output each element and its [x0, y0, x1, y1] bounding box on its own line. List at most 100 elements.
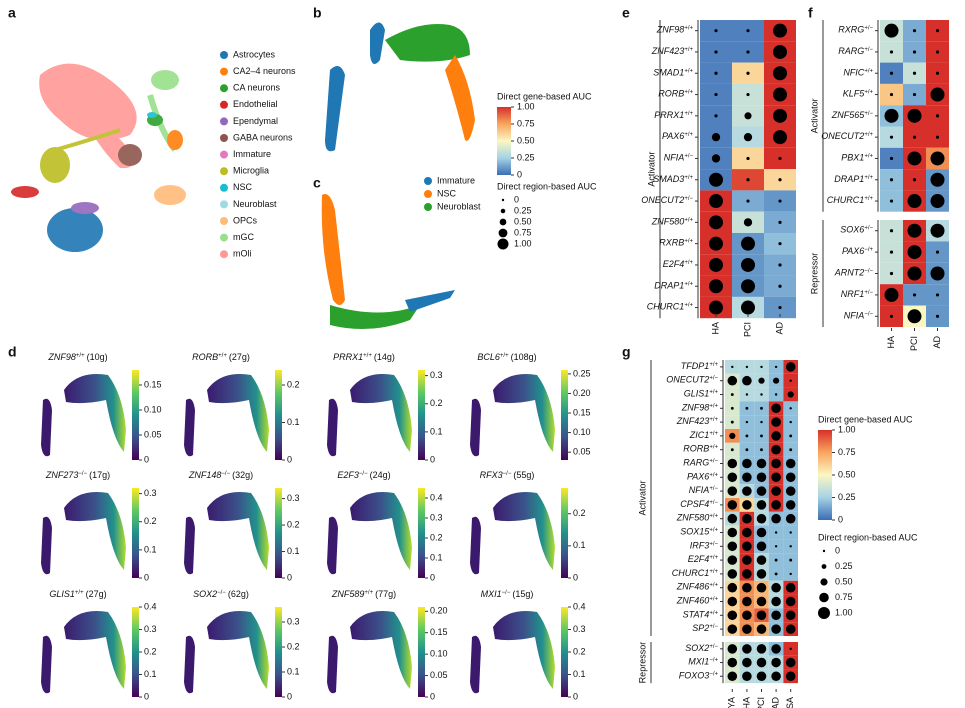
colorbar-tick-label: 0.3	[287, 493, 300, 503]
genotype: +/−	[684, 196, 693, 202]
panel-label: f	[808, 5, 813, 21]
umap-shape	[41, 635, 52, 694]
colorbar	[132, 607, 139, 697]
legend-label: NSC	[233, 182, 253, 192]
region-dot	[771, 610, 781, 621]
gene-name: CPSF4	[680, 499, 709, 509]
row-label: ZNF98+/+	[681, 403, 719, 413]
panel-label: c	[313, 175, 321, 191]
umap-shape	[350, 492, 412, 570]
colorbar-tick-label: 0	[144, 691, 149, 701]
legend-swatch	[220, 200, 228, 209]
genotype: +/−	[709, 375, 718, 381]
size-legend-label: 0.75	[835, 592, 853, 602]
legend-label: CA neurons	[233, 83, 281, 93]
row-label: IRF3+/−	[690, 541, 719, 551]
genotype: +/+	[684, 89, 693, 95]
colorbar	[132, 370, 139, 460]
row-label: DRAP1+/+	[834, 174, 873, 184]
region-dot	[742, 513, 752, 524]
genotype: −/−	[217, 590, 226, 596]
size-legend-dot	[819, 592, 829, 603]
region-dot	[714, 50, 718, 54]
region-dot	[785, 610, 796, 621]
size-legend-label: 0.25	[514, 205, 532, 215]
row-label: FOXO3−/+	[679, 671, 719, 681]
umap-shape	[207, 492, 269, 570]
genotype: +/−	[864, 225, 873, 231]
gene-name: RFX3	[480, 470, 503, 480]
region-dot	[727, 541, 738, 552]
plot-title: ZNF98+/+ (10g)	[47, 352, 107, 362]
legend-label: Endothelial	[233, 99, 278, 109]
region-dot	[727, 486, 738, 496]
umap-shape	[350, 611, 412, 689]
genotype: +/−	[709, 486, 718, 492]
genotype: +/+	[709, 444, 718, 450]
legend-swatch	[220, 167, 228, 176]
row-label: SOX6+/−	[840, 225, 873, 235]
column-label: PCI	[742, 322, 752, 337]
region-dot	[730, 393, 734, 396]
genotype: +/+	[684, 68, 693, 74]
colorbar-tick-label: 0.25	[573, 368, 591, 378]
gene-name: SOX2	[685, 643, 709, 653]
colorbar-title: Direct gene-based AUC	[497, 91, 592, 101]
region-dot	[785, 500, 796, 510]
region-dot	[884, 23, 899, 38]
colorbar-tick-label: 0.75	[517, 118, 535, 128]
region-dot	[730, 448, 734, 452]
gene-name: RORB	[658, 89, 684, 99]
genotype: +/+	[709, 513, 718, 519]
colorbar-tick-label: 1.00	[517, 101, 535, 111]
genotype: +/−	[864, 110, 873, 116]
colorbar-tick-label: 0	[144, 454, 149, 464]
column-label: YA	[727, 697, 737, 708]
region-dot	[771, 417, 781, 427]
region-dot	[727, 610, 738, 621]
region-dot	[889, 271, 894, 276]
colorbar	[275, 607, 282, 697]
genotype: +/+	[709, 472, 718, 478]
region-dot	[935, 135, 940, 139]
size-legend-label: 0.50	[835, 576, 853, 586]
region-dot	[760, 406, 763, 410]
colorbar-tick-label: 0.05	[144, 429, 162, 439]
region-dot	[778, 263, 782, 267]
region-dot	[778, 199, 782, 203]
legend-swatch	[220, 67, 228, 76]
region-dot	[742, 541, 752, 552]
region-dot	[912, 50, 917, 54]
gene-name: PRRX1	[654, 110, 684, 120]
region-dot	[756, 486, 767, 496]
legend-swatch	[220, 250, 228, 259]
region-dot	[771, 513, 781, 524]
row-label: ZNF565+/−	[831, 110, 874, 120]
region-dot	[709, 194, 723, 209]
region-dot	[884, 108, 899, 123]
umap-shape	[327, 635, 338, 694]
region-dot	[773, 66, 787, 81]
region-dot	[742, 472, 752, 483]
region-dot	[709, 300, 723, 315]
gene-name: ZNF423	[676, 416, 710, 426]
region-dot	[711, 133, 721, 142]
column-label: PCI	[909, 336, 919, 351]
region-dot	[756, 527, 767, 538]
gene-name: ZNF565	[831, 110, 866, 120]
genotype: −/−	[221, 471, 230, 477]
size-legend-label: 0	[514, 194, 519, 204]
row-label: PBX1+/+	[841, 153, 873, 163]
region-dot	[758, 377, 765, 384]
gene-name: ONECUT2	[641, 195, 684, 205]
colorbar-tick-label: 0.05	[573, 447, 591, 457]
region-dot	[907, 266, 922, 281]
region-dot	[912, 135, 917, 139]
genotype: +/+	[684, 47, 693, 53]
colorbar-tick-label: 0.20	[573, 388, 591, 398]
size-legend-label: 0.25	[835, 561, 853, 571]
region-dot	[789, 448, 793, 452]
region-dot	[760, 393, 763, 396]
gene-count: (32g)	[232, 470, 253, 480]
gene-name: NFIC	[843, 68, 864, 78]
